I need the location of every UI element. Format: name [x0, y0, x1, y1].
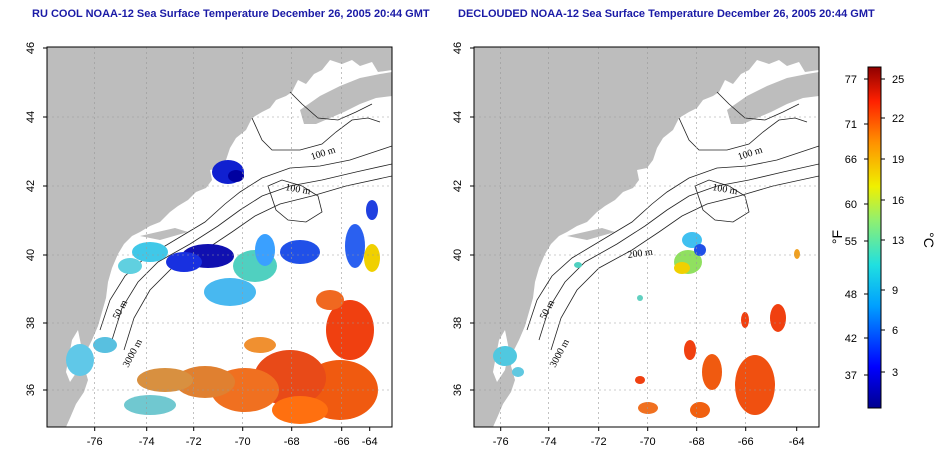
right-x-tick-label: -74 — [541, 436, 557, 448]
left-sst-patches — [66, 160, 380, 424]
right-land-mass — [474, 47, 819, 427]
right-y-tick-label: 46 — [452, 42, 464, 54]
left-x-tick-label: -70 — [235, 436, 251, 448]
celsius-tick-label: 25 — [892, 74, 904, 86]
colorbar-gradient — [867, 66, 882, 409]
fahrenheit-tick-label: 48 — [845, 289, 857, 301]
right-bathymetry-contours — [526, 91, 819, 351]
left-x-tick-label: -72 — [186, 436, 202, 448]
right-x-tick-label: -66 — [738, 436, 754, 448]
left-grid-lines — [47, 47, 392, 427]
left-nova-scotia — [300, 72, 392, 124]
right-map-panel: 100 m 100 m 200 m 50 m 3000 m -76 -74 -7… — [452, 42, 820, 448]
right-grid-lines — [474, 47, 819, 427]
left-map-panel: 100 m 100 m 50 m 3000 m -76 -74 -72 -70 … — [25, 42, 393, 448]
right-x-tick-label: -72 — [591, 436, 607, 448]
right-x-tick-label: -76 — [493, 436, 509, 448]
right-x-tick-label: -70 — [640, 436, 656, 448]
celsius-tick-label: 13 — [892, 235, 904, 247]
fahrenheit-tick-label: 77 — [845, 74, 857, 86]
right-x-tick-label: -64 — [789, 436, 805, 448]
fahrenheit-tick-label: 66 — [845, 154, 857, 166]
left-contour-label-100m-b: 100 m — [284, 182, 311, 197]
left-y-tick-label: 42 — [25, 180, 37, 192]
fahrenheit-tick-label: 60 — [845, 199, 857, 211]
celsius-tick-label: 19 — [892, 154, 904, 166]
right-nova-scotia — [727, 72, 819, 124]
right-long-island — [567, 228, 615, 240]
colorbar-ticks — [864, 78, 885, 376]
left-y-tick-label: 38 — [25, 317, 37, 329]
left-y-axis-labels: 36 38 40 42 44 46 — [25, 42, 37, 396]
left-y-tick-label: 36 — [25, 384, 37, 396]
colorbar-celsius-labels: 25 22 19 16 13 9 6 3 — [892, 74, 904, 379]
left-axis-ticks — [43, 47, 371, 431]
right-x-axis-labels: -76 -74 -72 -70 -68 -66 -64 — [493, 436, 805, 448]
right-sst-patches — [493, 232, 800, 418]
left-long-island — [140, 228, 188, 240]
celsius-tick-label: 16 — [892, 195, 904, 207]
celsius-unit-label: °C — [921, 232, 937, 248]
left-x-tick-label: -76 — [87, 436, 103, 448]
right-y-tick-label: 40 — [452, 249, 464, 261]
left-x-tick-label: -66 — [334, 436, 350, 448]
right-map-frame — [473, 46, 820, 428]
left-x-tick-label: -68 — [284, 436, 300, 448]
left-x-axis-labels: -76 -74 -72 -70 -68 -66 -64 — [87, 436, 378, 448]
right-y-tick-label: 42 — [452, 180, 464, 192]
right-x-tick-label: -68 — [689, 436, 705, 448]
celsius-tick-label: 9 — [892, 285, 898, 297]
fahrenheit-tick-label: 42 — [845, 333, 857, 345]
fahrenheit-unit-label: °F — [829, 230, 845, 244]
left-map-title: RU COOL NOAA-12 Sea Surface Temperature … — [32, 8, 430, 20]
left-map-frame — [46, 46, 393, 428]
celsius-tick-label: 6 — [892, 325, 898, 337]
fahrenheit-tick-label: 71 — [845, 119, 857, 131]
fahrenheit-tick-label: 37 — [845, 370, 857, 382]
right-axis-ticks — [470, 47, 798, 431]
right-y-tick-label: 38 — [452, 317, 464, 329]
left-land-mass — [47, 47, 392, 427]
left-y-tick-label: 46 — [25, 42, 37, 54]
colorbar: 77 71 66 60 55 48 42 37 25 22 19 16 13 9… — [829, 66, 937, 409]
right-y-tick-label: 44 — [452, 111, 464, 123]
right-y-axis-labels: 36 38 40 42 44 46 — [452, 42, 464, 396]
right-contour-label-200m: 200 m — [627, 247, 654, 261]
colorbar-fahrenheit-labels: 77 71 66 60 55 48 42 37 — [845, 74, 857, 382]
left-x-tick-label: -74 — [139, 436, 155, 448]
celsius-tick-label: 3 — [892, 367, 898, 379]
right-map-title: DECLOUDED NOAA-12 Sea Surface Temperatur… — [458, 8, 875, 20]
right-y-tick-label: 36 — [452, 384, 464, 396]
left-x-tick-label: -64 — [362, 436, 378, 448]
left-y-tick-label: 40 — [25, 249, 37, 261]
celsius-tick-label: 22 — [892, 113, 904, 125]
fahrenheit-tick-label: 55 — [845, 236, 857, 248]
left-y-tick-label: 44 — [25, 111, 37, 123]
right-contour-label-100m-b: 100 m — [711, 182, 738, 197]
